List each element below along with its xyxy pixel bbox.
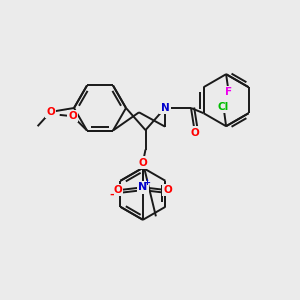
Text: O: O bbox=[139, 158, 147, 168]
Text: O: O bbox=[113, 185, 122, 195]
Text: O: O bbox=[68, 111, 77, 121]
Text: O: O bbox=[190, 128, 199, 138]
Text: O: O bbox=[46, 107, 55, 117]
Text: Cl: Cl bbox=[218, 102, 229, 112]
Text: O: O bbox=[164, 185, 172, 195]
Text: +: + bbox=[143, 178, 150, 187]
Text: -: - bbox=[110, 190, 114, 200]
Text: N: N bbox=[138, 182, 148, 192]
Text: F: F bbox=[225, 87, 232, 98]
Text: N: N bbox=[160, 103, 169, 113]
